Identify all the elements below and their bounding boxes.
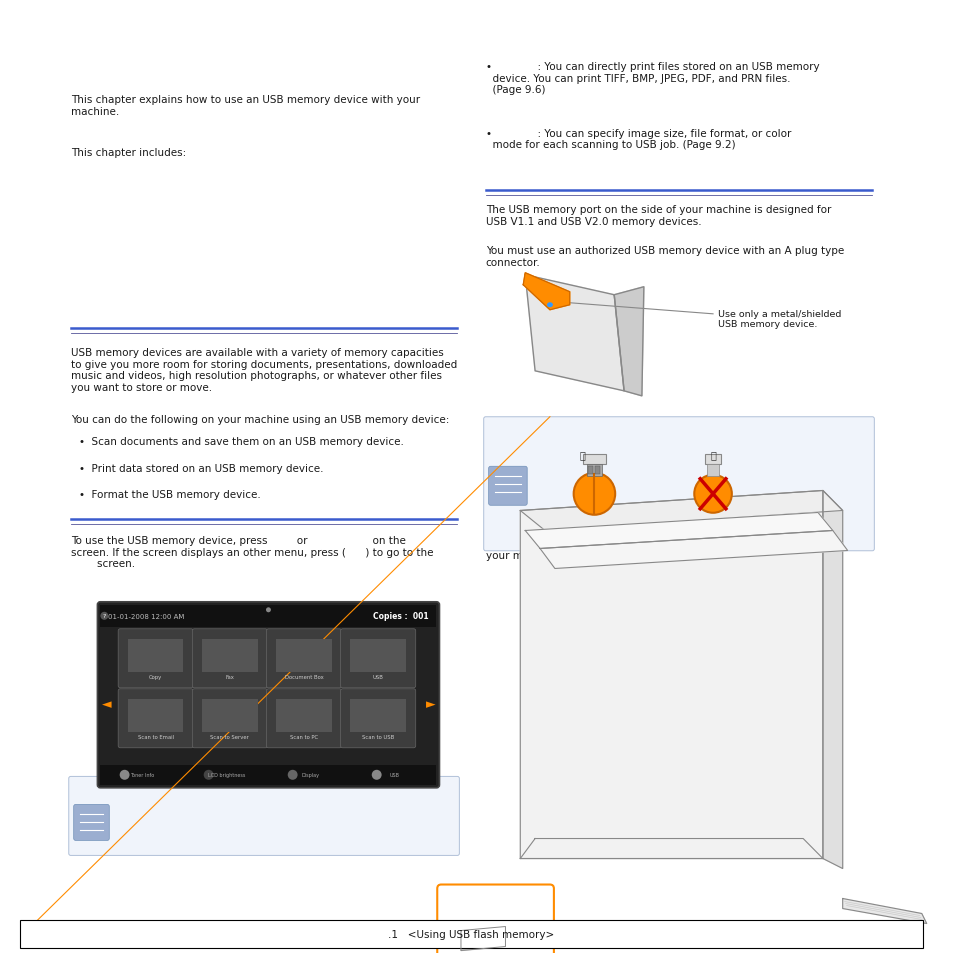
Text: USB: USB [389,773,399,778]
Text: There are two USB plug types.: There are two USB plug types. [535,429,679,438]
FancyBboxPatch shape [193,629,267,688]
Ellipse shape [573,474,615,516]
FancyBboxPatch shape [266,629,341,688]
FancyBboxPatch shape [193,689,267,748]
Bar [588,466,593,475]
Text: Copies :  001: Copies : 001 [373,612,428,620]
Polygon shape [525,275,623,392]
Text: You can do the following on your machine using an USB memory device:: You can do the following on your machine… [71,415,449,424]
Polygon shape [519,839,822,859]
FancyBboxPatch shape [97,602,439,788]
Text: Scan to USB: Scan to USB [362,734,394,739]
FancyBboxPatch shape [483,417,873,551]
Polygon shape [460,926,505,950]
Text: •              : You can specify image size, file format, or color
  mode for ea: • : You can specify image size, file for… [485,129,790,151]
Bar [350,700,405,732]
FancyBboxPatch shape [73,804,110,841]
Polygon shape [841,899,925,923]
Text: 01-01-2008 12:00 AM: 01-01-2008 12:00 AM [109,613,185,619]
Text: The USB memory port on the side of your machine is designed for
USB V1.1 and USB: The USB memory port on the side of your … [485,205,830,227]
Text: To use the USB memory device, press         or                    on the
screen.: To use the USB memory device, press or o… [71,536,433,569]
Text: When an USB memory is inserted into the USB memory port on
your machine, USB ico: When an USB memory is inserted into the … [115,786,416,806]
Text: .1   <Using USB flash memory>: .1 <Using USB flash memory> [388,929,554,940]
Bar [100,605,436,627]
Bar [128,639,183,672]
Text: Document Box: Document Box [284,674,323,679]
Polygon shape [522,274,569,311]
Bar [276,639,332,672]
Polygon shape [539,531,847,569]
Ellipse shape [546,303,553,308]
Text: LCD brightness: LCD brightness [208,773,245,778]
Text: Scan to Server: Scan to Server [211,734,249,739]
Polygon shape [519,491,822,859]
Polygon shape [822,491,841,868]
Text: •  Print data stored on an USB memory device.: • Print data stored on an USB memory dev… [78,463,323,473]
FancyBboxPatch shape [69,777,459,856]
Text: Scan to Email: Scan to Email [137,734,173,739]
Text: This chapter includes:: This chapter includes: [71,148,186,157]
Text: You must use an authorized USB memory device with an A plug type
connector.: You must use an authorized USB memory de… [485,246,843,268]
Text: Ⓑ: Ⓑ [709,449,716,459]
Ellipse shape [266,608,271,613]
Bar [595,466,599,475]
Text: •  Scan documents and save them on an USB memory device.: • Scan documents and save them on an USB… [78,436,403,446]
Text: ?: ? [103,614,106,618]
Text: Toner Info: Toner Info [131,773,154,778]
Text: •              : You can directly print files stored on an USB memory
  device. : • : You can directly print files stored … [485,62,819,95]
Text: Fax: Fax [225,674,234,679]
FancyBboxPatch shape [488,467,527,506]
FancyBboxPatch shape [118,629,193,688]
FancyBboxPatch shape [436,884,554,953]
FancyBboxPatch shape [118,689,193,748]
Bar [202,700,257,732]
Text: ®: ® [700,447,708,456]
Bar [350,639,405,672]
Text: ►: ► [425,698,435,711]
Ellipse shape [100,612,109,620]
Text: Ⓐ: Ⓐ [579,449,585,459]
Ellipse shape [119,770,130,780]
Bar [582,455,606,464]
Text: ®: ® [578,447,586,456]
Text: ®: ® [693,447,702,457]
Text: Use only a metal/shielded
USB memory device.: Use only a metal/shielded USB memory dev… [718,310,841,329]
FancyBboxPatch shape [266,689,341,748]
Text: •         : You can delete image files stored on an USB
  memory device one by o: • : You can delete image files stored on… [81,805,377,836]
Bar [276,700,332,732]
FancyBboxPatch shape [340,629,416,688]
Polygon shape [614,288,643,396]
Text: Copy: Copy [149,674,162,679]
Polygon shape [519,491,841,531]
Text: •  Format the USB memory device.: • Format the USB memory device. [78,490,260,499]
Text: Insert an USB memory device into the USB memory port on the side of
your machine: Insert an USB memory device into the USB… [485,538,854,560]
Bar [20,921,923,948]
Text: ®: ® [713,447,721,456]
Bar [704,455,720,464]
FancyBboxPatch shape [340,689,416,748]
Polygon shape [525,513,832,549]
Text: USB: USB [373,674,383,679]
Text: Display: Display [301,773,319,778]
Bar [586,464,601,476]
Text: Scan to PC: Scan to PC [290,734,317,739]
Text: ◄: ◄ [101,698,111,711]
Bar [100,765,436,785]
Ellipse shape [372,770,381,780]
Ellipse shape [204,770,213,780]
Bar [128,700,183,732]
Ellipse shape [694,476,731,514]
Text: This chapter explains how to use an USB memory device with your
machine.: This chapter explains how to use an USB … [71,95,419,117]
Text: USB memory devices are available with a variety of memory capacities
to give you: USB memory devices are available with a … [71,348,456,393]
Bar [706,464,719,476]
Ellipse shape [288,770,297,780]
Bar [202,639,257,672]
